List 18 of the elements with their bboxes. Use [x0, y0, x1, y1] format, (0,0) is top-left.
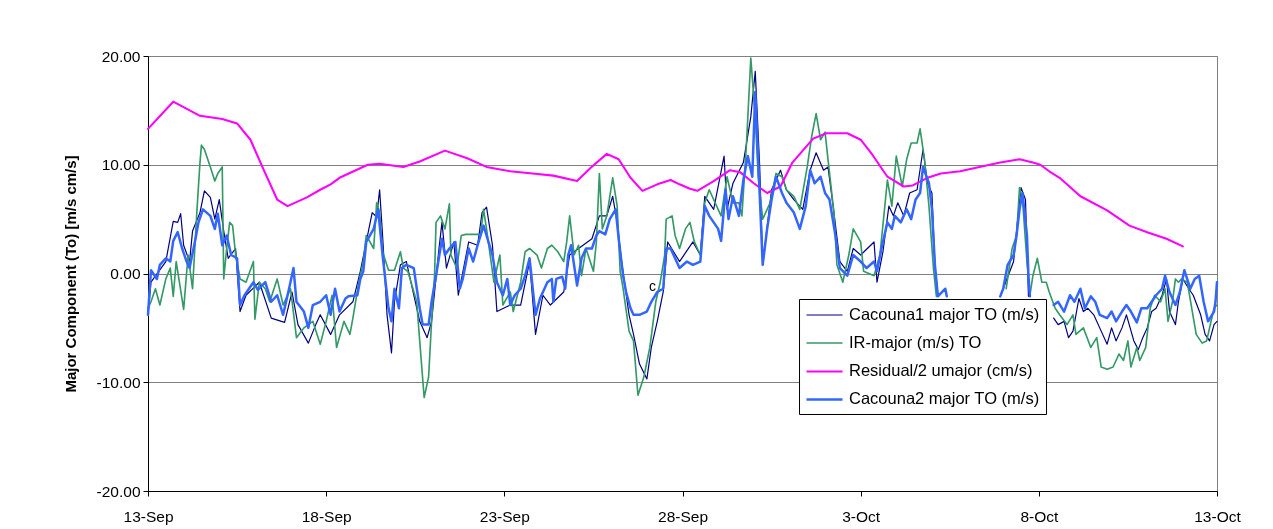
- x-tick-label: 3-Oct: [842, 507, 881, 525]
- y-tick-label: -10.00: [96, 373, 141, 391]
- y-tick-label: -20.00: [96, 482, 141, 500]
- x-tick-label: 18-Sep: [301, 507, 352, 525]
- x-tick-label: 13-Oct: [1194, 507, 1242, 525]
- y-tick-label: 10.00: [101, 156, 141, 174]
- y-tick-label: 20.00: [101, 47, 141, 65]
- legend-label: Residual/2 umajor (cm/s): [849, 361, 1033, 380]
- y-tick-label: 0.00: [110, 265, 141, 282]
- x-tick-label: 13-Sep: [123, 507, 174, 525]
- legend-label: Cacouna2 major TO (m/s): [849, 389, 1040, 408]
- x-tick-label: 8-Oct: [1020, 507, 1059, 525]
- annotation: c: [649, 277, 657, 294]
- x-tick-label: 23-Sep: [479, 507, 530, 525]
- x-tick-label: 28-Sep: [658, 507, 708, 525]
- legend-label: Cacouna1 major TO (m/s): [849, 304, 1040, 323]
- legend-label: IR-major (m/s) TO: [849, 332, 982, 351]
- y-axis-title: Major Component (To) [m/s cm/s]: [61, 155, 79, 393]
